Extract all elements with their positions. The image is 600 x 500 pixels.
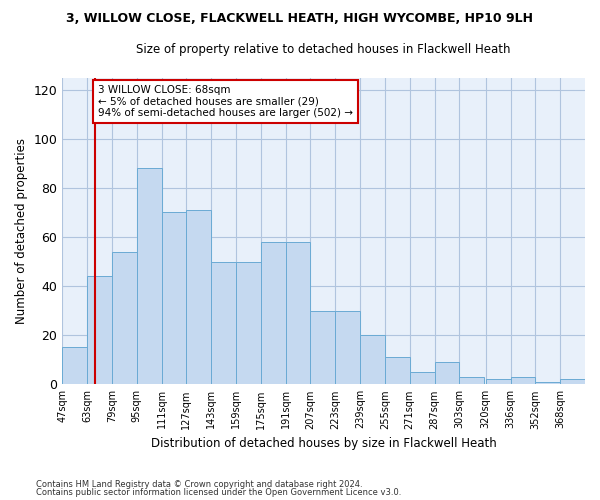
Bar <box>137 168 161 384</box>
Bar <box>560 380 585 384</box>
Y-axis label: Number of detached properties: Number of detached properties <box>15 138 28 324</box>
Bar <box>360 335 385 384</box>
Bar <box>112 252 137 384</box>
Title: Size of property relative to detached houses in Flackwell Heath: Size of property relative to detached ho… <box>136 42 511 56</box>
Text: 3, WILLOW CLOSE, FLACKWELL HEATH, HIGH WYCOMBE, HP10 9LH: 3, WILLOW CLOSE, FLACKWELL HEATH, HIGH W… <box>67 12 533 26</box>
Text: Contains HM Land Registry data © Crown copyright and database right 2024.: Contains HM Land Registry data © Crown c… <box>36 480 362 489</box>
Bar <box>236 262 261 384</box>
Bar <box>434 362 460 384</box>
Bar <box>486 380 511 384</box>
Bar <box>286 242 310 384</box>
Bar <box>511 377 535 384</box>
Text: 3 WILLOW CLOSE: 68sqm
← 5% of detached houses are smaller (29)
94% of semi-detac: 3 WILLOW CLOSE: 68sqm ← 5% of detached h… <box>98 85 353 118</box>
Bar <box>211 262 236 384</box>
Bar <box>335 310 360 384</box>
Bar <box>410 372 434 384</box>
Bar <box>261 242 286 384</box>
Bar <box>161 212 187 384</box>
Text: Contains public sector information licensed under the Open Government Licence v3: Contains public sector information licen… <box>36 488 401 497</box>
X-axis label: Distribution of detached houses by size in Flackwell Heath: Distribution of detached houses by size … <box>151 437 497 450</box>
Bar <box>310 310 335 384</box>
Bar <box>87 276 112 384</box>
Bar <box>460 377 484 384</box>
Bar <box>585 377 600 384</box>
Bar <box>385 358 410 384</box>
Bar <box>187 210 211 384</box>
Bar <box>62 348 87 385</box>
Bar <box>535 382 560 384</box>
